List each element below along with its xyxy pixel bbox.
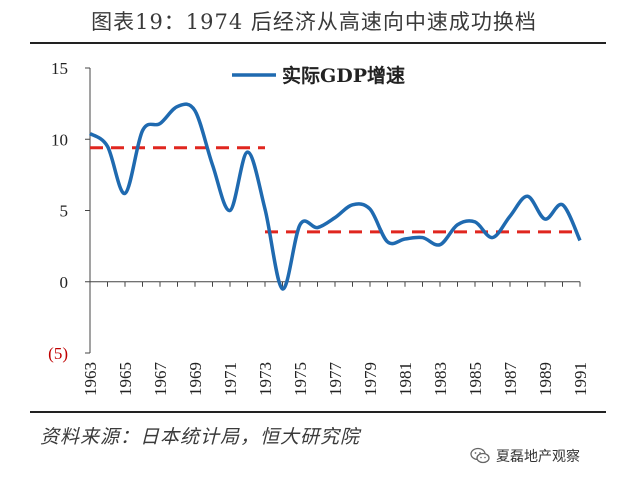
y-tick-label: 0	[60, 273, 69, 292]
source-note: 资料来源：日本统计局，恒大研究院	[40, 426, 361, 448]
x-tick-label: 1965	[116, 362, 135, 396]
wechat-icon	[470, 447, 490, 465]
y-tick-label: 5	[60, 202, 69, 221]
x-tick-label: 1991	[571, 362, 590, 396]
x-tick-label: 1981	[396, 362, 415, 396]
x-tick-label: 1967	[151, 362, 170, 397]
x-tick-label: 1985	[466, 362, 485, 396]
x-tick-label: 1977	[326, 362, 345, 397]
x-tick-label: 1973	[256, 362, 275, 396]
y-tick-label: (5)	[48, 344, 68, 363]
x-tick-label: 1989	[536, 362, 555, 396]
y-tick-label: 15	[51, 59, 68, 78]
x-tick-label: 1983	[431, 362, 450, 396]
x-tick-label: 1987	[501, 362, 520, 397]
x-tick-label: 1979	[361, 362, 380, 396]
x-tick-label: 1971	[221, 362, 240, 396]
title-rule	[30, 42, 606, 44]
x-tick-label: 1963	[81, 362, 100, 396]
series-line	[88, 102, 582, 291]
watermark-text: 夏磊地产观察	[496, 449, 580, 465]
chart-title: 图表19：1974 后经济从高速向中速成功换档	[91, 10, 537, 34]
x-tick-label: 1975	[291, 362, 310, 396]
legend-label: 实际GDP增速	[282, 64, 405, 87]
watermark: 夏磊地产观察	[470, 446, 580, 466]
x-tick-label: 1969	[186, 362, 205, 396]
footer-rule	[30, 411, 606, 413]
y-tick-label: 10	[51, 130, 68, 149]
